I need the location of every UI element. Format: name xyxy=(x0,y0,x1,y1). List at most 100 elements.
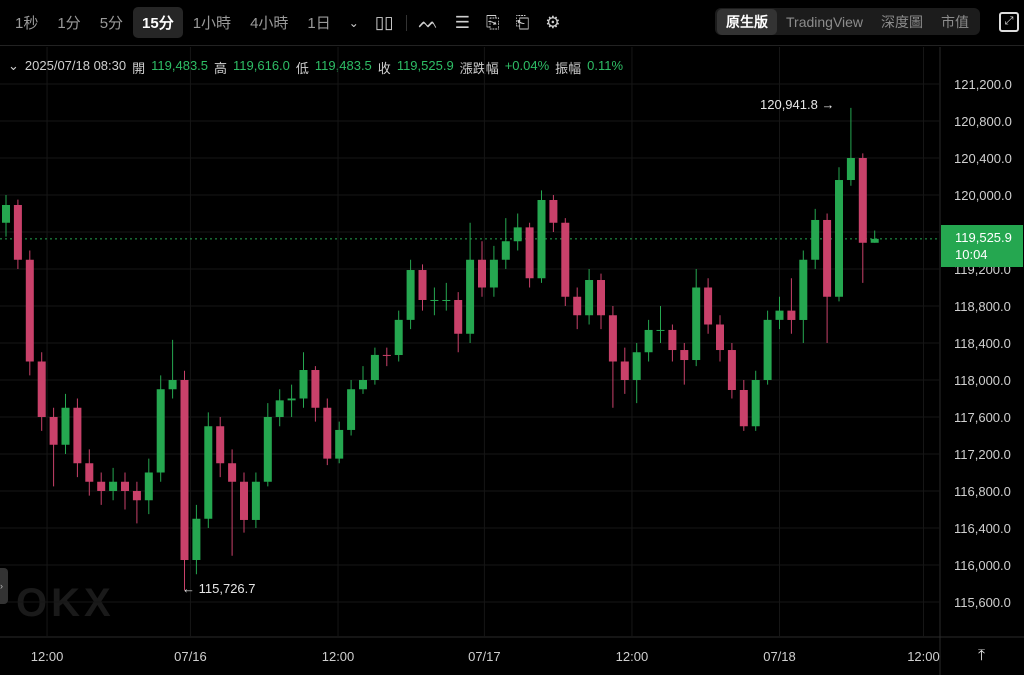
candle-body xyxy=(656,329,665,331)
high-annotation-value: 120,941.8 xyxy=(760,97,818,112)
amplitude-value: 0.11% xyxy=(587,58,624,73)
open-value: 119,483.5 xyxy=(151,58,209,73)
timeframe-1d[interactable]: 1日 xyxy=(307,15,331,32)
change-value: +0.04% xyxy=(504,58,550,73)
y-tick-label: 117,600.0 xyxy=(954,410,1011,425)
high-value: 119,616.0 xyxy=(233,58,290,73)
candle-body xyxy=(168,380,177,390)
candle-body xyxy=(156,389,165,473)
x-tick-label: 07/18 xyxy=(763,649,796,664)
candle-body xyxy=(727,350,736,390)
candle-body xyxy=(787,310,796,320)
candle-body xyxy=(359,380,367,390)
ohlc-info: ⌄ 2025/07/18 08:30 開 119,483.5 高 119,616.0… xyxy=(8,58,623,77)
candle-body xyxy=(2,204,10,223)
y-tick-label: 118,800.0 xyxy=(954,299,1011,314)
candle-type-icon[interactable]: ▯▯ xyxy=(374,12,394,32)
candle-body xyxy=(858,158,867,243)
divider xyxy=(405,14,407,31)
candle-body xyxy=(263,417,272,482)
x-tick-label: 07/17 xyxy=(468,649,501,664)
expand-sidebar-tab[interactable]: › xyxy=(0,568,8,604)
low-value: 119,483.5 xyxy=(314,58,372,73)
candle-body xyxy=(335,429,344,459)
candle-body xyxy=(763,319,772,380)
open-label: 開 xyxy=(132,61,146,76)
candle-body xyxy=(442,299,451,301)
candle-body xyxy=(347,389,356,430)
candle-body xyxy=(501,241,510,260)
y-tick-label: 116,400.0 xyxy=(954,521,1011,536)
view-native[interactable]: 原生版 xyxy=(717,8,777,35)
settings-icon[interactable]: ⚙ xyxy=(545,12,561,32)
candle-body xyxy=(811,219,820,260)
candle-body xyxy=(846,158,855,181)
low-annotation: ← 115,726.7 xyxy=(182,581,256,596)
candle-body xyxy=(644,329,653,353)
candle-body xyxy=(311,370,320,408)
candle-body xyxy=(478,259,486,288)
timeframe-1s[interactable]: 1秒 xyxy=(15,15,39,32)
timeframe-15m[interactable]: 15分 xyxy=(133,7,183,38)
close-label: 收 xyxy=(377,61,391,76)
candle-body xyxy=(704,287,713,325)
timeframe-5m[interactable]: 5分 xyxy=(99,15,124,32)
x-tick-label: 12:00 xyxy=(31,649,64,664)
candle-body xyxy=(228,463,237,482)
candlestick-chart[interactable]: 115,600.0 116,000.0 116,400.0 116,800.0 117,… xyxy=(0,47,1024,675)
candle-body xyxy=(382,354,391,356)
auto-scale-icon[interactable]: ⤒ xyxy=(978,647,986,664)
y-tick-label: 120,400.0 xyxy=(954,151,1012,166)
x-tick-label: 12:00 xyxy=(616,649,649,664)
change-label: 漲跌幅 xyxy=(459,61,499,76)
candle-body xyxy=(204,426,213,519)
candle-body xyxy=(406,270,415,320)
candle-body xyxy=(692,287,701,361)
candle-body xyxy=(287,398,296,401)
candle-body xyxy=(144,472,153,501)
timeframe-4h[interactable]: 4小時 xyxy=(250,15,289,32)
y-tick-label: 118,000.0 xyxy=(954,373,1011,388)
draw-icon[interactable]: ⎘ xyxy=(486,12,500,32)
close-value: 119,525.9 xyxy=(396,58,454,73)
candle-body xyxy=(454,299,463,334)
candle-body xyxy=(251,481,260,520)
toolbar: 1秒 1分 5分 15分 1小時 4小時 1日 ⌄ ▯▯ ᨓ ☰ ⎘ ⎗ ⚙ 原… xyxy=(0,0,1024,46)
candle-body xyxy=(537,199,546,279)
candle-body xyxy=(620,361,629,380)
timeframe-1m[interactable]: 1分 xyxy=(57,15,81,32)
candle-body xyxy=(751,380,760,427)
candle-body xyxy=(216,426,225,464)
y-tick-label: 115,600.0 xyxy=(954,595,1011,610)
low-label: 低 xyxy=(295,61,309,76)
candle-countdown: 10:04 xyxy=(955,247,988,262)
chevron-down-icon[interactable]: ⌄ xyxy=(348,15,359,30)
candle-body xyxy=(489,259,498,288)
candle-body xyxy=(573,296,582,316)
candle-body xyxy=(680,350,689,361)
candle-body xyxy=(513,227,522,242)
candle-body xyxy=(37,361,46,417)
candle-body xyxy=(430,299,439,301)
candle-body xyxy=(466,259,475,334)
fullscreen-icon[interactable]: ⤢ xyxy=(999,12,1019,32)
timeframe-1h[interactable]: 1小時 xyxy=(192,15,232,32)
candle-body xyxy=(13,204,22,260)
collapse-chevron-icon[interactable]: ⌄ xyxy=(8,58,19,73)
list-icon[interactable]: ☰ xyxy=(454,12,471,32)
candle-body xyxy=(632,352,641,380)
candle-body xyxy=(608,315,617,362)
current-price: 119,525.9 xyxy=(955,230,1012,245)
candle-body xyxy=(275,400,284,417)
y-tick-label: 120,000.0 xyxy=(954,188,1012,203)
replay-icon[interactable]: ⎗ xyxy=(515,12,530,32)
candle-body xyxy=(561,222,570,297)
view-depth[interactable]: 深度圖 xyxy=(881,13,924,30)
candle-body xyxy=(835,180,843,297)
candle-body xyxy=(597,280,605,316)
view-tradingview[interactable]: TradingView xyxy=(786,13,864,30)
okx-watermark-logo: OKX xyxy=(16,581,115,625)
high-label: 高 xyxy=(214,61,228,76)
indicators-icon[interactable]: ᨓ xyxy=(418,12,439,32)
view-market-cap[interactable]: 市值 xyxy=(941,13,970,30)
